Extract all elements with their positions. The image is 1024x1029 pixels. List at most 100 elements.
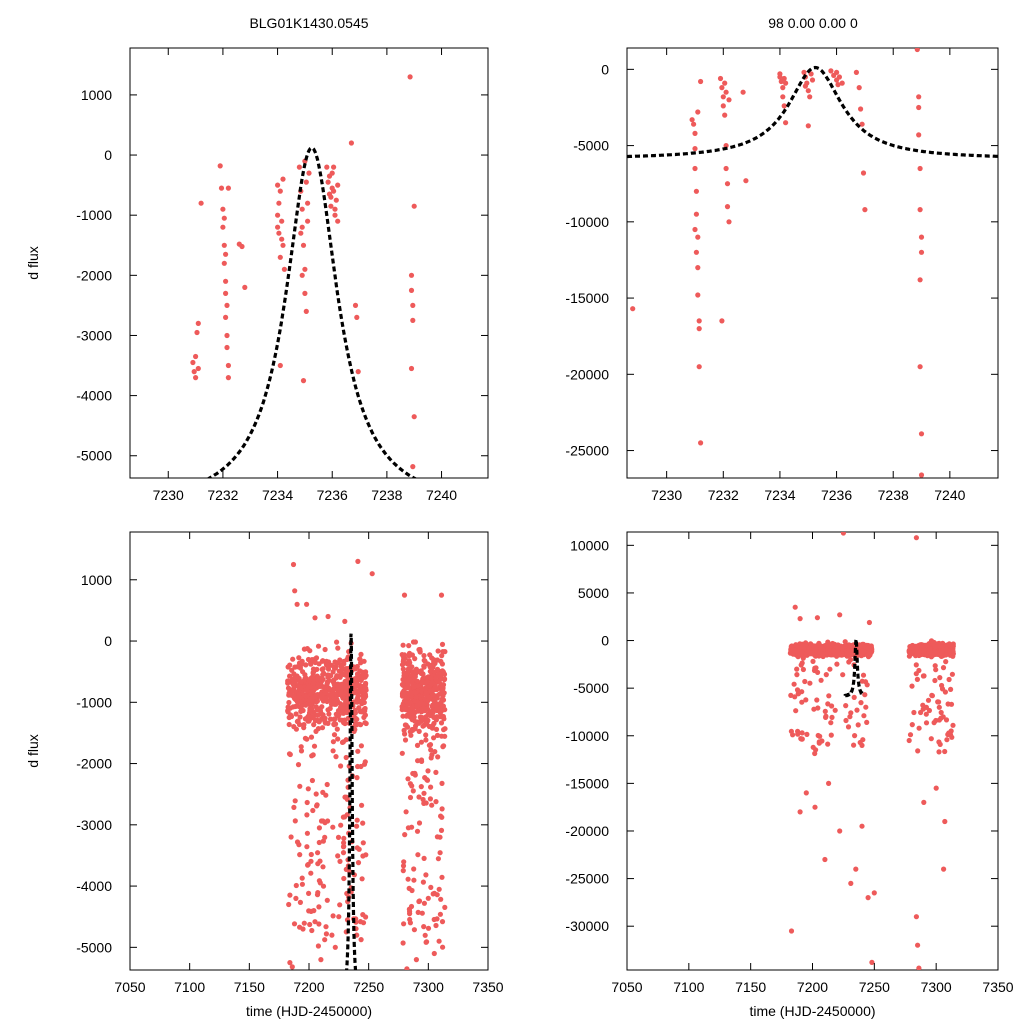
- data-point: [788, 928, 795, 934]
- x-tick-label: 7150: [735, 979, 766, 995]
- data-point: [800, 666, 807, 673]
- data-point: [913, 671, 919, 677]
- data-point: [358, 763, 364, 770]
- data-point: [940, 665, 947, 671]
- data-point: [414, 703, 420, 709]
- data-point: [330, 669, 336, 675]
- data-point: [399, 750, 405, 756]
- data-point: [304, 830, 310, 836]
- data-point: [335, 853, 341, 859]
- data-point: [322, 937, 328, 943]
- data-point: [427, 796, 433, 802]
- data-point: [692, 146, 698, 152]
- data-point: [406, 643, 412, 649]
- data-point: [408, 903, 415, 910]
- data-point: [794, 687, 801, 693]
- data-point: [418, 739, 424, 745]
- data-point: [329, 691, 335, 697]
- data-point: [301, 920, 307, 926]
- data-point: [401, 859, 407, 865]
- y-tick-label: -1000: [76, 207, 112, 223]
- data-point: [847, 714, 853, 720]
- data-point: [275, 224, 281, 230]
- data-point: [828, 720, 834, 726]
- data-point: [193, 375, 199, 381]
- data-point: [277, 254, 283, 260]
- data-point: [914, 676, 921, 683]
- data-point: [286, 692, 292, 698]
- data-point: [332, 206, 338, 212]
- data-point: [848, 880, 854, 887]
- data-point: [408, 672, 414, 679]
- data-point: [298, 230, 304, 236]
- data-point: [357, 683, 363, 689]
- data-point: [691, 121, 697, 127]
- data-point: [416, 898, 422, 905]
- data-point: [427, 652, 433, 658]
- x-tick-label: 7238: [878, 487, 909, 503]
- data-point: [781, 103, 787, 109]
- data-point: [302, 735, 308, 741]
- data-point: [435, 856, 441, 862]
- data-point: [309, 689, 315, 696]
- data-point: [223, 278, 229, 284]
- data-point: [408, 287, 415, 293]
- data-point: [401, 727, 407, 734]
- model-curve: [345, 633, 358, 970]
- data-point: [290, 561, 297, 568]
- data-point: [836, 74, 843, 80]
- plot-area: [190, 74, 418, 478]
- data-point: [418, 718, 424, 725]
- data-point: [318, 957, 324, 963]
- data-point: [287, 673, 293, 679]
- data-point: [338, 763, 344, 769]
- data-point: [309, 698, 315, 704]
- data-point: [815, 669, 821, 676]
- data-point: [852, 733, 858, 739]
- data-point: [328, 701, 335, 708]
- data-point: [358, 937, 364, 943]
- data-point: [812, 750, 818, 757]
- x-tick-label: 7238: [371, 487, 402, 503]
- data-point: [946, 676, 952, 683]
- data-point: [437, 671, 443, 677]
- data-point: [949, 671, 956, 677]
- data-point: [918, 234, 925, 240]
- data-point: [323, 931, 329, 937]
- data-point: [911, 709, 917, 716]
- data-point: [425, 768, 431, 774]
- data-point: [401, 592, 408, 598]
- data-point: [340, 850, 347, 856]
- data-point: [923, 711, 929, 717]
- data-point: [223, 290, 229, 296]
- data-point: [221, 260, 227, 266]
- data-point: [198, 200, 204, 206]
- x-tick-label: 7240: [934, 487, 965, 503]
- data-point: [720, 94, 726, 100]
- data-point: [835, 82, 841, 88]
- data-point: [862, 692, 868, 698]
- data-point: [359, 802, 365, 808]
- data-point: [299, 875, 305, 881]
- data-point: [848, 657, 854, 663]
- data-point: [296, 655, 302, 661]
- data-point: [916, 132, 922, 138]
- data-point: [416, 794, 422, 800]
- data-point: [412, 718, 418, 724]
- data-point: [829, 714, 835, 721]
- data-point: [855, 722, 861, 728]
- data-point: [305, 718, 311, 724]
- data-point: [438, 813, 444, 819]
- data-point: [411, 414, 417, 420]
- data-point: [431, 697, 437, 703]
- data-point: [407, 920, 413, 926]
- data-point: [352, 302, 359, 308]
- data-point: [341, 658, 347, 665]
- data-point: [341, 835, 347, 842]
- data-point: [407, 794, 414, 801]
- data-point: [329, 185, 335, 191]
- data-point: [433, 706, 439, 712]
- y-tick-label: 0: [104, 633, 112, 649]
- data-point: [410, 639, 417, 645]
